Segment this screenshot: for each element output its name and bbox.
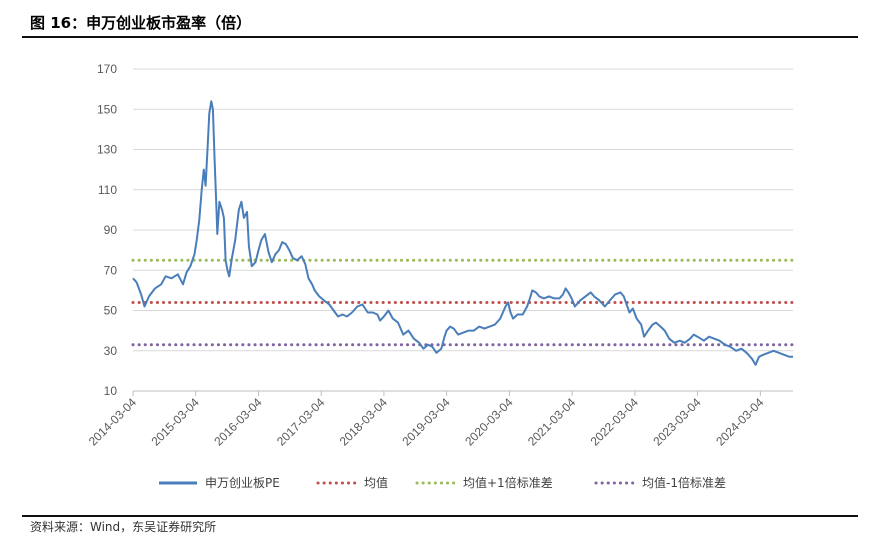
x-tick-label: 2024-03-04 xyxy=(713,395,767,449)
legend-label: 均值+1倍标准差 xyxy=(463,475,553,490)
y-tick-label: 70 xyxy=(104,263,118,277)
gridlines xyxy=(133,68,793,392)
x-tick-label: 2015-03-04 xyxy=(148,395,202,449)
y-tick-label: 10 xyxy=(104,384,118,398)
y-tick-label: 110 xyxy=(98,183,117,197)
x-tick-label: 2014-03-04 xyxy=(86,395,140,449)
title-rule xyxy=(22,36,858,38)
y-tick-label: 90 xyxy=(104,223,118,237)
source-note: 资料来源：Wind，东吴证券研究所 xyxy=(30,520,217,534)
y-tick-label: 130 xyxy=(97,143,117,157)
y-axis-tick-labels: 10 30 50 70 90 110 130 150 170 xyxy=(97,62,117,398)
series-line-pe xyxy=(132,100,793,366)
x-tick-label: 2016-03-04 xyxy=(211,395,265,449)
x-tick-label: 2017-03-04 xyxy=(274,395,328,449)
x-tick-label: 2019-03-04 xyxy=(399,395,453,449)
x-tick-label: 2023-03-04 xyxy=(650,395,704,449)
x-tick-label: 2020-03-04 xyxy=(462,395,516,449)
x-axis-tick-labels: 2014-03-04 2015-03-04 2016-03-04 2017-03-04… xyxy=(86,391,767,449)
x-tick-label: 2018-03-04 xyxy=(337,395,391,449)
legend-label: 均值-1倍标准差 xyxy=(642,475,726,490)
y-tick-label: 30 xyxy=(104,344,118,358)
source-rule xyxy=(22,515,858,517)
y-tick-label: 50 xyxy=(104,304,118,318)
x-tick-label: 2022-03-04 xyxy=(588,395,642,449)
y-tick-label: 150 xyxy=(97,102,117,116)
legend-label: 申万创业板PE xyxy=(205,476,280,490)
x-tick-label: 2021-03-04 xyxy=(525,395,579,449)
series-lines xyxy=(131,100,795,366)
y-tick-label: 170 xyxy=(97,62,117,76)
legend: 申万创业板PE 均值 均值+1倍标准差 均值-1倍标准差 xyxy=(159,475,726,490)
figure-title: 图 16：申万创业板市盈率（倍） xyxy=(30,14,252,32)
legend-label: 均值 xyxy=(364,475,388,490)
